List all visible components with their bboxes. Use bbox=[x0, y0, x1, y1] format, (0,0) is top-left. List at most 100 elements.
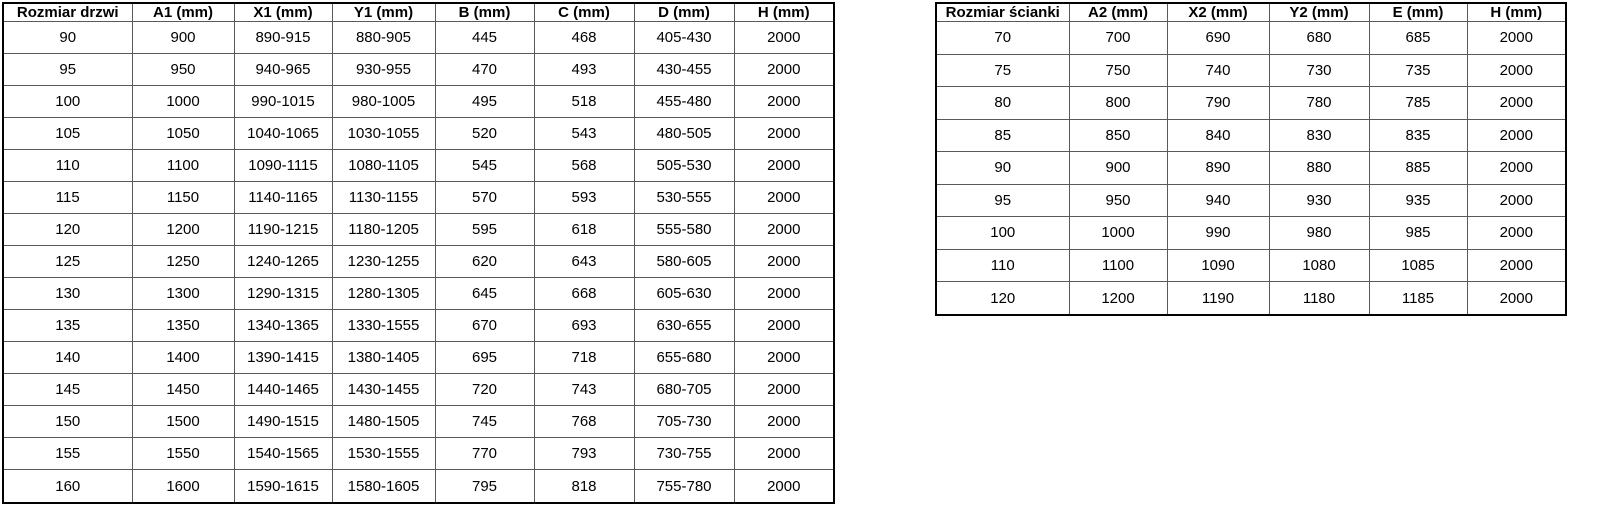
table-row: 115 1150 1140-1165 1130-1155 570 593 530-555 20… bbox=[2, 181, 835, 215]
table-cell: 1030-1055 bbox=[331, 117, 436, 151]
table-cell: 800 bbox=[1068, 86, 1168, 120]
table-cell: 2000 bbox=[733, 213, 835, 247]
table-cell: 1280-1305 bbox=[331, 277, 436, 311]
table-cell: 740 bbox=[1166, 53, 1270, 87]
table-cell: 655-680 bbox=[633, 341, 735, 375]
door-size-table-body: 90 900 890-915 880-905 445 468 405-430 2000 95 95… bbox=[2, 20, 835, 504]
table-row: 120 1200 1190-1215 1180-1205 595 618 555-580 20… bbox=[2, 213, 835, 247]
table-cell: 1100 bbox=[131, 149, 235, 183]
table-cell: 2000 bbox=[1466, 21, 1567, 55]
table-cell: 150 bbox=[2, 405, 133, 439]
table-cell: 2000 bbox=[733, 181, 835, 215]
table-cell: 145 bbox=[2, 373, 133, 407]
table-cell: 1440-1465 bbox=[233, 373, 333, 407]
table-cell: 790 bbox=[1166, 86, 1270, 120]
table-cell: 120 bbox=[935, 281, 1070, 316]
table-cell: 2000 bbox=[1466, 53, 1567, 87]
column-header: X1 (mm) bbox=[233, 2, 333, 22]
table-row: 135 1350 1340-1365 1330-1555 670 693 630-655 20… bbox=[2, 309, 835, 343]
table-cell: 1040-1065 bbox=[233, 117, 333, 151]
table-cell: 750 bbox=[1068, 53, 1168, 87]
table-row: 120 1200 1190 1180 1185 2000 bbox=[935, 281, 1567, 316]
table-cell: 1240-1265 bbox=[233, 245, 333, 279]
table-cell: 155 bbox=[2, 437, 133, 471]
column-header: E (mm) bbox=[1368, 2, 1468, 22]
table-cell: 720 bbox=[434, 373, 535, 407]
table-cell: 595 bbox=[434, 213, 535, 247]
table-cell: 1380-1405 bbox=[331, 341, 436, 375]
table-cell: 1340-1365 bbox=[233, 309, 333, 343]
table-cell: 935 bbox=[1368, 183, 1468, 217]
table-cell: 1350 bbox=[131, 309, 235, 343]
table-cell: 2000 bbox=[733, 373, 835, 407]
table-row: 110 1100 1090 1080 1085 2000 bbox=[935, 248, 1567, 282]
table-cell: 1185 bbox=[1368, 281, 1468, 316]
table-cell: 1590-1615 bbox=[233, 469, 333, 504]
table-cell: 1580-1605 bbox=[331, 469, 436, 504]
table-cell: 705-730 bbox=[633, 405, 735, 439]
table-cell: 130 bbox=[2, 277, 133, 311]
table-cell: 718 bbox=[533, 341, 635, 375]
table-cell: 930-955 bbox=[331, 53, 436, 87]
table-cell: 685 bbox=[1368, 21, 1468, 55]
table-cell: 530-555 bbox=[633, 181, 735, 215]
table-cell: 2000 bbox=[1466, 151, 1567, 185]
table-cell: 470 bbox=[434, 53, 535, 87]
table-cell: 835 bbox=[1368, 118, 1468, 152]
table-cell: 1100 bbox=[1068, 248, 1168, 282]
table-cell: 900 bbox=[131, 20, 235, 55]
table-cell: 125 bbox=[2, 245, 133, 279]
table-cell: 890-915 bbox=[233, 20, 333, 55]
table-cell: 2000 bbox=[1466, 281, 1567, 316]
table-row: 140 1400 1390-1415 1380-1405 695 718 655-680 20… bbox=[2, 341, 835, 375]
column-header: H (mm) bbox=[733, 2, 835, 22]
table-cell: 455-480 bbox=[633, 85, 735, 119]
table-cell: 495 bbox=[434, 85, 535, 119]
table-cell: 1150 bbox=[131, 181, 235, 215]
column-header: Y2 (mm) bbox=[1268, 2, 1370, 22]
table-cell: 2000 bbox=[733, 277, 835, 311]
table-cell: 493 bbox=[533, 53, 635, 87]
table-cell: 985 bbox=[1368, 216, 1468, 250]
table-cell: 430-455 bbox=[633, 53, 735, 87]
table-cell: 160 bbox=[2, 469, 133, 504]
table-row: 150 1500 1490-1515 1480-1505 745 768 705-730 20… bbox=[2, 405, 835, 439]
table-cell: 695 bbox=[434, 341, 535, 375]
table-cell: 1250 bbox=[131, 245, 235, 279]
table-cell: 1190-1215 bbox=[233, 213, 333, 247]
table-row: 70 700 690 680 685 2000 bbox=[935, 21, 1567, 55]
column-header: H (mm) bbox=[1466, 2, 1567, 22]
table-cell: 518 bbox=[533, 85, 635, 119]
table-row: 105 1050 1040-1065 1030-1055 520 543 480-505 20… bbox=[2, 117, 835, 151]
table-cell: 1000 bbox=[131, 85, 235, 119]
table-cell: 115 bbox=[2, 181, 133, 215]
table-cell: 105 bbox=[2, 117, 133, 151]
table-cell: 1090-1115 bbox=[233, 149, 333, 183]
table-cell: 1230-1255 bbox=[331, 245, 436, 279]
table-cell: 785 bbox=[1368, 86, 1468, 120]
table-cell: 1480-1505 bbox=[331, 405, 436, 439]
table-cell: 100 bbox=[935, 216, 1070, 250]
table-cell: 770 bbox=[434, 437, 535, 471]
column-header: D (mm) bbox=[633, 2, 735, 22]
table-cell: 890 bbox=[1166, 151, 1270, 185]
table-row: 80 800 790 780 785 2000 bbox=[935, 86, 1567, 120]
column-header: B (mm) bbox=[434, 2, 535, 22]
table-cell: 2000 bbox=[733, 85, 835, 119]
table-cell: 2000 bbox=[1466, 183, 1567, 217]
table-cell: 568 bbox=[533, 149, 635, 183]
table-cell: 768 bbox=[533, 405, 635, 439]
table-cell: 2000 bbox=[733, 309, 835, 343]
table-cell: 1430-1455 bbox=[331, 373, 436, 407]
table-cell: 745 bbox=[434, 405, 535, 439]
table-cell: 1090 bbox=[1166, 248, 1270, 282]
table-cell: 755-780 bbox=[633, 469, 735, 504]
table-cell: 2000 bbox=[733, 437, 835, 471]
table-cell: 1130-1155 bbox=[331, 181, 436, 215]
table-cell: 570 bbox=[434, 181, 535, 215]
table-cell: 700 bbox=[1068, 21, 1168, 55]
table-cell: 505-530 bbox=[633, 149, 735, 183]
table-row: 85 850 840 830 835 2000 bbox=[935, 118, 1567, 152]
table-cell: 2000 bbox=[1466, 86, 1567, 120]
table-row: 155 1550 1540-1565 1530-1555 770 793 730-755 20… bbox=[2, 437, 835, 471]
